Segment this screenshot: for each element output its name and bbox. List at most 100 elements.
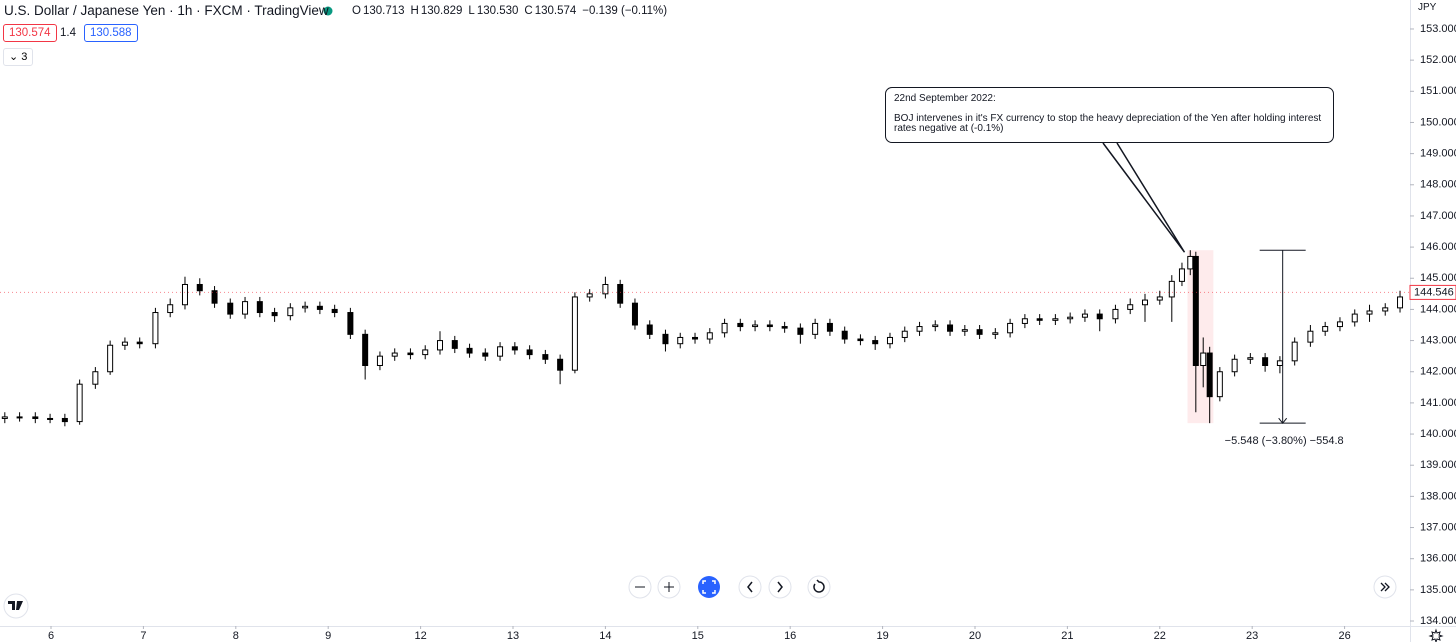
- y-tick-label: 143.000: [1420, 334, 1456, 346]
- currency-label[interactable]: JPY: [1418, 2, 1437, 13]
- candle-body: [1142, 299, 1149, 306]
- x-tick-label: 20: [969, 630, 981, 642]
- candle-body: [677, 336, 684, 345]
- candle-body: [992, 332, 999, 335]
- candle-body: [1336, 321, 1343, 328]
- candle-body: [781, 326, 788, 329]
- x-tick-label: 26: [1338, 630, 1350, 642]
- ohlc-legend: O 130.713 H 130.829 L 130.530 C 130.574 −0.139 (…: [348, 5, 667, 17]
- bottom-toolbar[interactable]: [628, 575, 831, 599]
- x-tick-label: 12: [414, 630, 426, 642]
- candle-body: [1178, 268, 1185, 282]
- candle-body: [167, 304, 174, 314]
- candle-body: [752, 324, 759, 328]
- candle-body: [1187, 255, 1194, 270]
- y-tick-label: 150.000: [1420, 116, 1456, 128]
- candle-body: [347, 312, 354, 335]
- candle-body: [1262, 357, 1269, 367]
- ohlc-item: C: [524, 5, 533, 17]
- candle-body: [76, 383, 83, 423]
- candle-body: [1021, 318, 1028, 324]
- market-status-dot: [323, 6, 333, 16]
- candle-body: [362, 333, 369, 367]
- callout-tail: [1102, 142, 1186, 253]
- scroll-right[interactable]: [768, 575, 792, 599]
- candle-body: [47, 417, 54, 420]
- candle-body: [1382, 307, 1389, 312]
- candle-body: [16, 416, 23, 419]
- measure-arrow: [1278, 417, 1288, 424]
- x-tick-label: 7: [140, 630, 146, 642]
- ohlc-item: −0.139 (−0.11%): [582, 5, 668, 17]
- y-tick-label: 139.000: [1420, 459, 1456, 471]
- candle-body: [256, 301, 263, 314]
- sell-price[interactable]: 130.574: [3, 24, 57, 42]
- candle-body: [526, 349, 533, 356]
- y-tick-label: 145.000: [1420, 272, 1456, 284]
- candle-body: [1276, 360, 1283, 367]
- candle-body: [797, 327, 804, 335]
- candle-body: [646, 324, 653, 335]
- candle-body: [1206, 352, 1213, 398]
- logo[interactable]: [3, 593, 29, 619]
- candle-body: [1096, 313, 1103, 320]
- last-price-tag: [1409, 284, 1456, 300]
- candle-body: [961, 329, 968, 332]
- ohlc-item: 130.530: [476, 5, 519, 17]
- candle-body: [1192, 255, 1199, 367]
- x-tick-label: 23: [1246, 630, 1258, 642]
- candle-body: [1, 416, 8, 419]
- candle-body: [901, 330, 908, 338]
- annotation-title: 22nd September 2022:: [894, 93, 996, 104]
- candle-body: [737, 322, 744, 328]
- settings[interactable]: [1428, 628, 1444, 642]
- y-tick-label: 134.000: [1420, 615, 1456, 627]
- candle-body: [376, 355, 383, 367]
- ohlc-item: 130.713: [362, 5, 405, 17]
- y-tick-label: 147.000: [1420, 210, 1456, 222]
- candle-body: [886, 336, 893, 345]
- candle-body: [571, 296, 578, 371]
- candle-body: [617, 283, 624, 304]
- candle-body: [497, 346, 504, 357]
- icon: [702, 580, 716, 594]
- y-tick-label: 144.000: [1420, 303, 1456, 315]
- candle-body: [841, 330, 848, 340]
- candle-body: [1231, 358, 1238, 373]
- candle-body: [872, 340, 879, 345]
- annotation-box: 22nd September 2022: BOJ intervenes in i…: [885, 87, 1334, 143]
- candle-body: [391, 352, 398, 357]
- candle-body: [181, 283, 188, 306]
- candle-body: [1036, 318, 1043, 321]
- candle-body: [1127, 304, 1134, 310]
- reset-scale[interactable]: [698, 576, 720, 598]
- candle-body: [107, 344, 114, 373]
- x-tick-label: 9: [325, 630, 331, 642]
- candle-body: [287, 307, 294, 317]
- candle-body: [121, 341, 128, 346]
- y-tick-label: 148.000: [1420, 179, 1456, 191]
- candle-body: [152, 312, 159, 345]
- candle-body: [947, 324, 954, 332]
- y-tick-label: 149.000: [1420, 148, 1456, 160]
- candle-body: [1112, 308, 1119, 320]
- candle-body: [302, 305, 309, 309]
- x-tick-label: 6: [48, 630, 54, 642]
- indicators-toggle[interactable]: ⌄ 3: [3, 48, 34, 66]
- candle-body: [1007, 322, 1014, 334]
- candle-body: [316, 305, 323, 310]
- reset-chart[interactable]: [807, 575, 831, 599]
- scroll-left[interactable]: [738, 575, 762, 599]
- candle-body: [826, 322, 833, 332]
- candle-body: [1307, 330, 1314, 343]
- candle-body: [706, 332, 713, 340]
- candle-body: [586, 293, 593, 298]
- candle-body: [61, 417, 68, 423]
- candle-body: [511, 346, 518, 351]
- candle-body: [1366, 310, 1373, 315]
- candle-body: [1052, 318, 1059, 321]
- indicators-count: 3: [21, 51, 28, 63]
- annotation-text: BOJ intervenes in it's FX currency to st…: [894, 113, 1322, 134]
- icon: [813, 579, 825, 593]
- buy-price[interactable]: 130.588: [84, 24, 138, 42]
